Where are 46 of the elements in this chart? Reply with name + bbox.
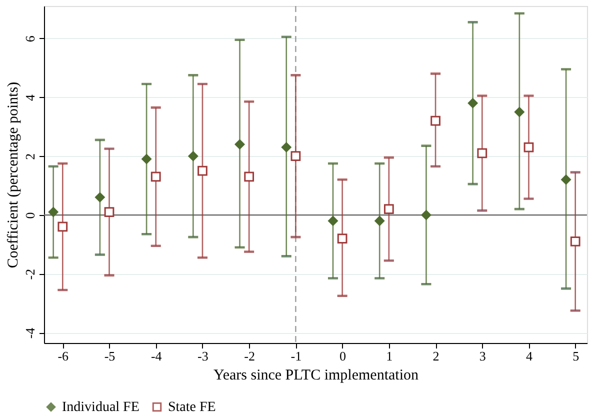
y-tick-label: -4 [22,327,38,339]
point [430,116,440,126]
x-axis-title: Years since PLTC implementation [214,368,419,384]
point [95,192,105,202]
point [374,216,385,226]
point [198,166,208,176]
point [142,154,152,164]
point [328,216,338,226]
point [468,98,478,108]
y-axis-title: Coefficient (percentage points) [6,82,22,268]
x-tick-label: -5 [104,348,116,364]
point [244,172,254,182]
point [384,204,394,214]
x-tick-label: 3 [479,348,486,364]
point [281,142,292,152]
legend-label: State FE [168,400,216,415]
point [524,142,534,152]
point [150,172,161,182]
x-tick-label: -6 [58,348,70,364]
point [570,236,580,246]
x-tick-label: -1 [290,348,302,364]
y-tick-label: 4 [22,94,38,101]
point [514,107,524,117]
point [188,151,198,162]
y-tick-label: 0 [22,212,38,219]
y-tick-label: -2 [22,268,38,280]
y-tick-label: 6 [22,35,38,42]
x-tick-label: 4 [526,348,533,364]
legend-label: Individual FE [62,400,140,415]
point [58,222,68,232]
point [104,207,114,217]
x-tick-label: -3 [198,348,208,364]
x-tick-label: -2 [244,348,256,364]
point [421,210,432,220]
point [290,151,301,162]
x-tick-label: 5 [572,348,580,364]
x-tick-label: 1 [386,348,393,364]
point [561,174,571,185]
y-tick-label: 2 [22,153,38,160]
x-tick-label: -4 [150,348,162,364]
x-tick-label: 2 [432,348,440,364]
point [48,207,58,217]
point [337,234,348,244]
point [477,148,488,158]
x-tick-label: 0 [340,348,346,364]
point [234,139,245,150]
